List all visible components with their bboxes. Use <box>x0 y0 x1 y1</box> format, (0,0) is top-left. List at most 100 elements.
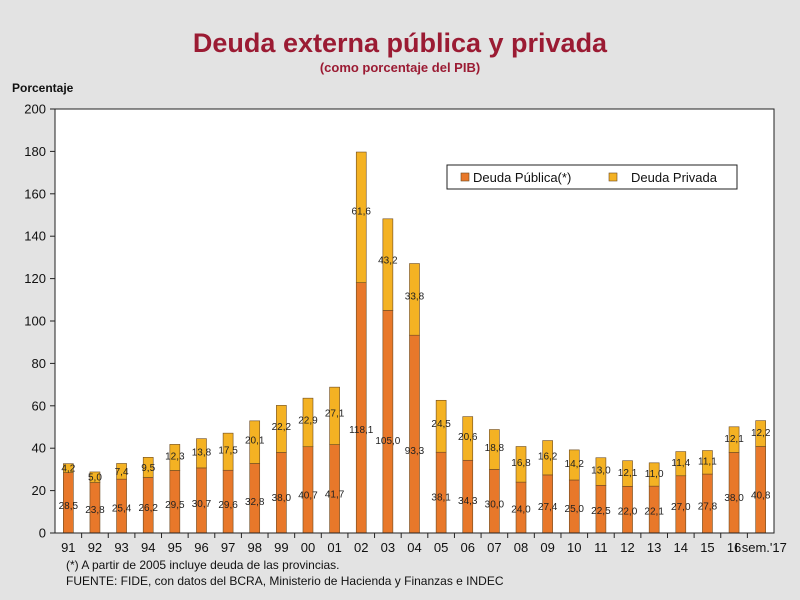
bar-privada <box>409 263 420 336</box>
x-tick-label: 95 <box>168 540 182 555</box>
data-label-privada: 22,2 <box>272 422 292 433</box>
data-label-privada: 12,2 <box>751 428 771 439</box>
y-axis-label: Porcentaje <box>12 81 74 95</box>
data-label-publica: 40,7 <box>298 490 318 501</box>
x-tick-label: 05 <box>434 540 448 555</box>
y-tick-label: 120 <box>24 271 46 286</box>
chart-title: Deuda externa pública y privada <box>192 28 608 58</box>
x-tick-label: 11 <box>594 540 608 555</box>
y-tick-label: 160 <box>24 186 46 201</box>
data-label-privada: 5,0 <box>88 473 102 484</box>
data-label-privada: 12,1 <box>724 434 744 445</box>
x-tick-label: I sem.'17 <box>735 540 787 555</box>
x-tick-label: 14 <box>674 540 688 555</box>
bar-privada <box>276 405 287 453</box>
data-label-publica: 38,0 <box>272 493 292 504</box>
plot-frame <box>54 108 775 534</box>
data-label-publica: 118,1 <box>349 425 374 436</box>
bar-privada <box>435 399 447 453</box>
data-label-privada: 20,6 <box>458 432 478 443</box>
data-label-publica: 32,8 <box>245 497 265 508</box>
y-tick-label: 200 <box>24 102 46 117</box>
legend-swatch-privada <box>608 172 618 182</box>
x-tick-label: 99 <box>274 540 288 555</box>
chart-subtitle: (como porcentaje del PIB) <box>319 60 481 75</box>
data-label-publica: 22,1 <box>644 506 664 517</box>
bar-privada <box>755 420 766 447</box>
y-tick-label: 40 <box>32 441 46 456</box>
legend-label-privada: Deuda Privada <box>631 170 718 185</box>
bar-privada <box>728 426 740 453</box>
bar-privada <box>302 397 314 448</box>
x-tick-label: 91 <box>61 540 75 555</box>
data-label-privada: 12,3 <box>165 452 185 463</box>
data-label-publica: 34,3 <box>458 496 478 507</box>
x-tick-label: 04 <box>407 540 421 555</box>
y-tick-label: 0 <box>39 526 46 541</box>
legend-swatch-publica <box>460 172 470 182</box>
data-label-privada: 9,5 <box>141 463 155 474</box>
x-tick-label: 02 <box>354 540 368 555</box>
x-tick-label: 09 <box>540 540 554 555</box>
data-label-privada: 27,1 <box>325 408 345 419</box>
bar-privada <box>329 386 340 445</box>
y-tick-label: 140 <box>24 229 46 244</box>
data-label-privada: 17,5 <box>218 445 238 456</box>
bar-privada <box>595 457 607 486</box>
data-label-privada: 13,0 <box>591 466 611 477</box>
data-label-privada: 11,4 <box>671 458 690 469</box>
x-tick-label: 01 <box>327 540 341 555</box>
x-tick-label: 16 <box>727 540 741 555</box>
data-label-privada: 24,5 <box>431 419 451 430</box>
data-label-privada: 11,1 <box>698 457 717 468</box>
data-label-privada: 12,1 <box>618 468 638 479</box>
bar-publica <box>355 282 367 534</box>
bar-privada <box>542 440 553 476</box>
bar-privada <box>196 438 207 469</box>
data-label-publica: 29,5 <box>165 500 185 511</box>
data-label-publica: 30,0 <box>485 500 505 511</box>
data-label-publica: 105,0 <box>375 436 400 447</box>
data-label-publica: 29,6 <box>218 500 238 511</box>
data-label-publica: 93,3 <box>405 446 425 457</box>
bar-privada <box>355 151 367 283</box>
data-label-privada: 20,1 <box>245 436 265 447</box>
legend-box <box>446 164 738 190</box>
bar-privada <box>568 449 580 481</box>
data-label-publica: 30,7 <box>192 499 212 510</box>
data-label-publica: 26,2 <box>138 503 158 514</box>
y-tick-label: 100 <box>24 314 46 329</box>
data-label-publica: 27,4 <box>538 502 558 513</box>
bar-privada <box>462 416 474 461</box>
data-label-privada: 13,8 <box>192 447 212 458</box>
bar-privada <box>515 446 527 483</box>
data-label-privada: 4,2 <box>61 464 75 475</box>
x-tick-label: 12 <box>620 540 634 555</box>
data-label-publica: 25,4 <box>112 503 132 514</box>
bar-privada <box>702 450 713 475</box>
bar-privada <box>89 471 101 483</box>
data-label-publica: 28,5 <box>59 501 79 512</box>
data-label-publica: 40,8 <box>751 490 771 501</box>
y-tick-label: 180 <box>24 144 46 159</box>
data-label-publica: 27,8 <box>698 501 718 512</box>
legend-label-publica: Deuda Pública(*) <box>473 170 571 185</box>
data-label-publica: 38,0 <box>724 493 744 504</box>
data-label-publica: 22,0 <box>618 506 638 517</box>
x-tick-label: 96 <box>194 540 208 555</box>
bar-privada <box>142 457 154 478</box>
bar-privada <box>116 463 127 480</box>
x-tick-label: 06 <box>461 540 475 555</box>
x-tick-label: 93 <box>114 540 128 555</box>
x-tick-label: 94 <box>141 540 155 555</box>
data-label-privada: 43,2 <box>378 256 398 267</box>
bar-privada <box>648 462 660 487</box>
x-tick-label: 15 <box>700 540 714 555</box>
data-label-privada: 7,4 <box>115 467 129 478</box>
bar-publica <box>409 334 420 534</box>
bar-privada <box>63 463 74 473</box>
data-label-privada: 14,2 <box>565 459 585 470</box>
data-label-publica: 23,8 <box>85 505 105 516</box>
footnote-source: FUENTE: FIDE, con datos del BCRA, Minist… <box>66 574 504 588</box>
